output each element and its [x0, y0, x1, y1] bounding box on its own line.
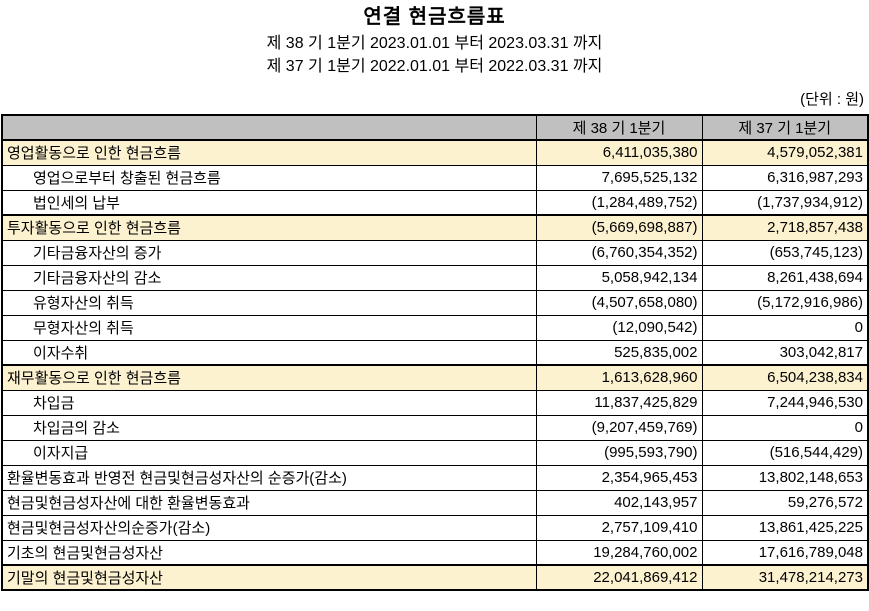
value-cell-period-38: 6,411,035,380: [535, 139, 703, 166]
value-cell-period-38: (5,669,698,887): [535, 214, 703, 241]
value-cell-period-37: 2,718,857,438: [701, 214, 869, 241]
table-row: 기타금융자산의 증가 (6,760,354,352) (653,745,123): [1, 239, 869, 266]
account-label-cell: 차입금: [1, 389, 537, 416]
account-label-cell: 차입금의 감소: [1, 414, 537, 441]
value-cell-period-38: 19,284,760,002: [535, 539, 703, 566]
value-cell-period-37: 303,042,817: [701, 339, 869, 366]
value-cell-period-37: 8,261,438,694: [701, 264, 869, 291]
table-row: 현금및현금성자산의순증가(감소) 2,757,109,410 13,861,425,…: [1, 514, 869, 541]
value-cell-period-38: 525,835,002: [535, 339, 703, 366]
value-cell-period-37: 0: [701, 414, 869, 441]
account-label-cell: 기타금융자산의 증가: [1, 239, 537, 266]
value-cell-period-37: 6,316,987,293: [701, 164, 869, 191]
period-lines: 제 38 기 1분기 2023.01.01 부터 2023.03.31 까지 제…: [0, 32, 869, 78]
table-row: 기초의 현금및현금성자산 19,284,760,002 17,616,789,048: [1, 539, 869, 566]
table-row: 영업으로부터 창출된 현금흐름 7,695,525,132 6,316,987,29…: [1, 164, 869, 191]
unit-label: (단위 : 원): [800, 91, 864, 108]
table-row: 법인세의 납부 (1,284,489,752) (1,737,934,912): [1, 189, 869, 216]
table-row: 차입금 11,837,425,829 7,244,946,530: [1, 389, 869, 416]
value-cell-period-38: 22,041,869,412: [535, 564, 703, 591]
value-cell-period-37: (653,745,123): [701, 239, 869, 266]
col-header-period-38: 제 38 기 1분기: [535, 114, 703, 141]
value-cell-period-38: (6,760,354,352): [535, 239, 703, 266]
value-cell-period-37: (516,544,429): [701, 439, 869, 466]
value-cell-period-38: (9,207,459,769): [535, 414, 703, 441]
value-cell-period-37: 31,478,214,273: [701, 564, 869, 591]
value-cell-period-38: 11,837,425,829: [535, 389, 703, 416]
table-row: 환율변동효과 반영전 현금및현금성자산의 순증가(감소) 2,354,965,45…: [1, 464, 869, 491]
value-cell-period-37: 7,244,946,530: [701, 389, 869, 416]
table-row: 차입금의 감소 (9,207,459,769) 0: [1, 414, 869, 441]
account-label-cell: 유형자산의 취득: [1, 289, 537, 316]
value-cell-period-38: 1,613,628,960: [535, 364, 703, 391]
table-row: 영업활동으로 인한 현금흐름 6,411,035,380 4,579,052,381: [1, 139, 869, 166]
account-label-cell: 현금및현금성자산의순증가(감소): [1, 514, 537, 541]
value-cell-period-37: 0: [701, 314, 869, 341]
table-header-row: 제 38 기 1분기 제 37 기 1분기: [1, 114, 869, 141]
account-label-cell: 기말의 현금및현금성자산: [1, 564, 537, 591]
account-label-cell: 기초의 현금및현금성자산: [1, 539, 537, 566]
account-label-cell: 투자활동으로 인한 현금흐름: [1, 214, 537, 241]
col-header-period-37: 제 37 기 1분기: [701, 114, 869, 141]
period-line-current: 제 38 기 1분기 2023.01.01 부터 2023.03.31 까지: [266, 35, 603, 52]
value-cell-period-38: 2,757,109,410: [535, 514, 703, 541]
value-cell-period-37: 6,504,238,834: [701, 364, 869, 391]
value-cell-period-37: 13,802,148,653: [701, 464, 869, 491]
value-cell-period-38: (995,593,790): [535, 439, 703, 466]
table-row: 기말의 현금및현금성자산 22,041,869,412 31,478,214,273: [1, 564, 869, 591]
table-body: 영업활동으로 인한 현금흐름 6,411,035,380 4,579,052,381…: [1, 139, 869, 591]
table-row: 유형자산의 취득 (4,507,658,080) (5,172,916,986): [1, 289, 869, 316]
table-row: 투자활동으로 인한 현금흐름 (5,669,698,887) 2,718,857,4…: [1, 214, 869, 241]
account-label-cell: 기타금융자산의 감소: [1, 264, 537, 291]
table-row: 기타금융자산의 감소 5,058,942,134 8,261,438,694: [1, 264, 869, 291]
value-cell-period-37: (5,172,916,986): [701, 289, 869, 316]
cash-flow-table: 제 38 기 1분기 제 37 기 1분기 영업활동으로 인한 현금흐름 6,41…: [1, 114, 869, 591]
value-cell-period-37: 59,276,572: [701, 489, 869, 516]
value-cell-period-38: 5,058,942,134: [535, 264, 703, 291]
period-line-prior: 제 37 기 1분기 2022.01.01 부터 2022.03.31 까지: [266, 58, 603, 75]
table-row: 이자수취 525,835,002 303,042,817: [1, 339, 869, 366]
value-cell-period-38: (1,284,489,752): [535, 189, 703, 216]
account-label-cell: 무형자산의 취득: [1, 314, 537, 341]
account-label-cell: 이자수취: [1, 339, 537, 366]
value-cell-period-38: (4,507,658,080): [535, 289, 703, 316]
value-cell-period-38: 2,354,965,453: [535, 464, 703, 491]
value-cell-period-38: (12,090,542): [535, 314, 703, 341]
table-row: 재무활동으로 인한 현금흐름 1,613,628,960 6,504,238,834: [1, 364, 869, 391]
table-row: 무형자산의 취득 (12,090,542) 0: [1, 314, 869, 341]
table-row: 현금및현금성자산에 대한 환율변동효과 402,143,957 59,276,572: [1, 489, 869, 516]
account-label-cell: 환율변동효과 반영전 현금및현금성자산의 순증가(감소): [1, 464, 537, 491]
col-header-account: [1, 114, 537, 141]
account-label-cell: 이자지급: [1, 439, 537, 466]
account-label-cell: 영업으로부터 창출된 현금흐름: [1, 164, 537, 191]
value-cell-period-37: 13,861,425,225: [701, 514, 869, 541]
page-title: 연결 현금흐름표: [363, 6, 506, 28]
value-cell-period-37: 4,579,052,381: [701, 139, 869, 166]
value-cell-period-37: 17,616,789,048: [701, 539, 869, 566]
account-label-cell: 재무활동으로 인한 현금흐름: [1, 364, 537, 391]
value-cell-period-38: 7,695,525,132: [535, 164, 703, 191]
account-label-cell: 영업활동으로 인한 현금흐름: [1, 139, 537, 166]
account-label-cell: 현금및현금성자산에 대한 환율변동효과: [1, 489, 537, 516]
value-cell-period-37: (1,737,934,912): [701, 189, 869, 216]
account-label-cell: 법인세의 납부: [1, 189, 537, 216]
value-cell-period-38: 402,143,957: [535, 489, 703, 516]
table-row: 이자지급 (995,593,790) (516,544,429): [1, 439, 869, 466]
